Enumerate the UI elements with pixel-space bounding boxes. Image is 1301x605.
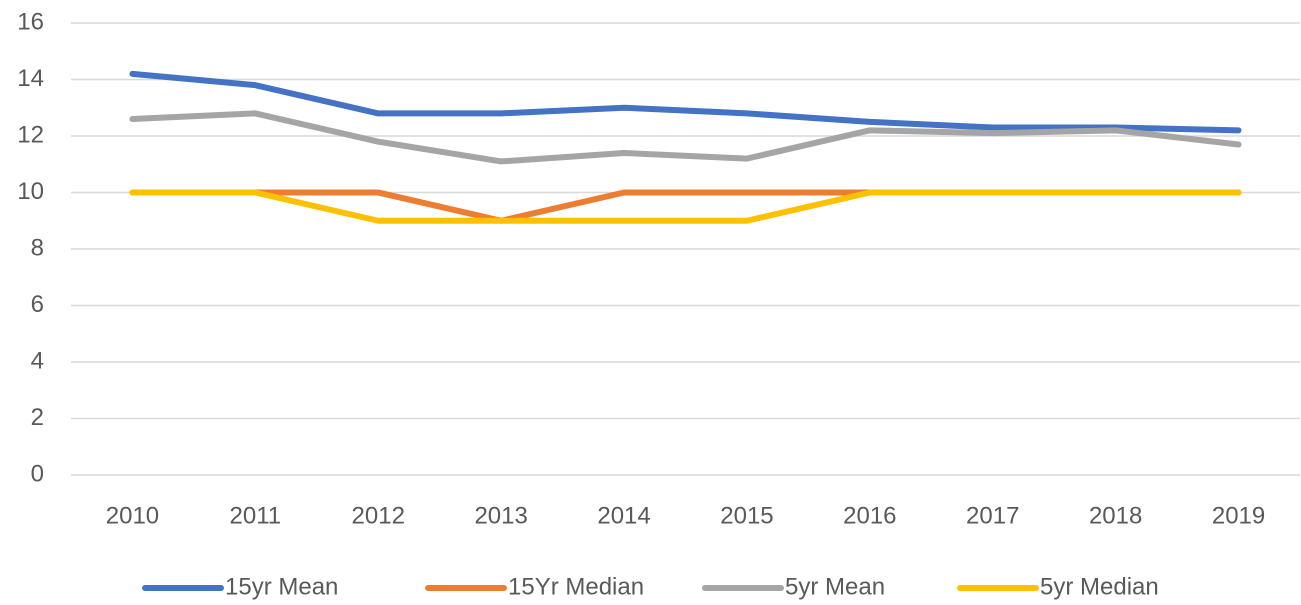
x-tick-label: 2015 (720, 502, 773, 529)
x-tick-label: 2019 (1212, 502, 1265, 529)
series-line (129, 110, 1242, 165)
y-tick-label: 16 (17, 8, 44, 35)
x-tick-label: 2018 (1089, 502, 1142, 529)
y-tick-label: 12 (17, 121, 44, 148)
y-tick-label: 14 (17, 65, 44, 92)
series-line (129, 189, 1242, 224)
legend-label: 15yr Mean (225, 573, 338, 600)
y-tick-label: 10 (17, 178, 44, 205)
y-tick-label: 6 (31, 291, 44, 318)
y-tick-label: 0 (31, 460, 44, 487)
legend-label: 5yr Median (1040, 573, 1159, 600)
legend-label: 5yr Mean (785, 573, 885, 600)
series-line (129, 189, 1242, 224)
legend-label: 15Yr Median (508, 573, 644, 600)
x-tick-label: 2010 (106, 502, 159, 529)
x-tick-label: 2013 (474, 502, 527, 529)
series-line (129, 70, 1242, 134)
x-tick-label: 2011 (230, 502, 282, 529)
x-tick-label: 2016 (843, 502, 896, 529)
x-tick-label: 2017 (966, 502, 1019, 529)
x-tick-label: 2014 (597, 502, 650, 529)
x-tick-label: 2012 (352, 502, 405, 529)
y-tick-label: 4 (31, 347, 44, 374)
y-tick-label: 2 (31, 404, 44, 431)
y-tick-label: 8 (31, 234, 44, 261)
